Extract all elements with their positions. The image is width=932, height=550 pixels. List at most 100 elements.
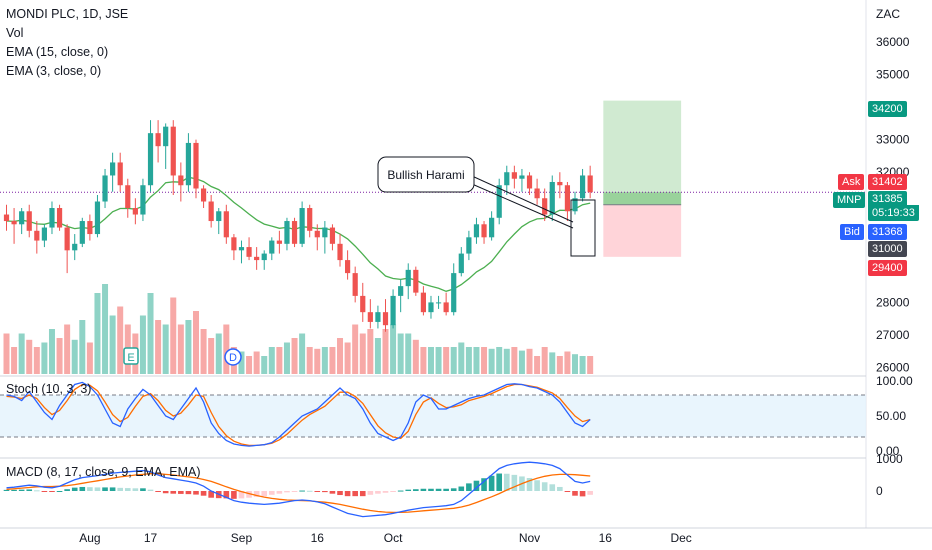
macd-histogram-bar <box>367 491 374 495</box>
macd-histogram-bar <box>18 489 25 491</box>
volume-bar <box>64 324 71 374</box>
candle-body <box>572 198 578 212</box>
macd-histogram-bar <box>344 491 351 497</box>
macd-histogram-bar <box>117 487 123 491</box>
price-tick-label: 36000 <box>876 35 910 49</box>
volume-bar <box>33 347 40 374</box>
macd-histogram-bar <box>428 488 434 491</box>
candle-body <box>413 269 419 293</box>
macd-histogram-bar <box>64 489 70 491</box>
macd-histogram-bar <box>458 486 465 491</box>
candle-body <box>170 126 176 176</box>
macd-histogram-bar <box>11 489 17 491</box>
macd-histogram-bar <box>71 487 78 491</box>
candle-body <box>587 175 593 193</box>
macd-histogram-bar <box>124 488 131 491</box>
volume-bar <box>367 329 374 374</box>
volume-bar <box>405 333 412 374</box>
macd-histogram-bar <box>337 491 343 496</box>
macd-histogram-bar <box>238 491 245 499</box>
macd-tick-label: 0 <box>876 484 883 498</box>
macd-histogram-bar <box>397 490 404 492</box>
chart-title[interactable]: MONDI PLC, 1D, JSE <box>6 7 129 21</box>
candle-body <box>223 211 229 238</box>
candle-body <box>307 208 313 231</box>
macd-histogram-bar <box>572 491 578 496</box>
macd-histogram-bar <box>208 491 214 498</box>
candle-body <box>526 175 533 189</box>
volume-bar <box>587 356 594 374</box>
volume-bar <box>314 348 321 374</box>
volume-bar <box>458 342 465 374</box>
volume-bar <box>299 333 306 374</box>
volume-bar <box>473 347 480 374</box>
candle-body <box>56 208 63 228</box>
macd-line <box>6 461 591 518</box>
earnings-marker <box>123 347 139 365</box>
volume-bar <box>185 320 192 374</box>
price-tick-label: 35000 <box>876 68 910 82</box>
volume-bar <box>94 293 101 374</box>
macd-histogram-bar <box>261 491 268 497</box>
macd-histogram-bar <box>413 489 419 491</box>
candle-body <box>216 211 222 222</box>
annotation-box <box>377 156 475 193</box>
macd-histogram-bar <box>231 491 237 499</box>
volume-bar <box>450 347 457 374</box>
candle-body <box>314 230 320 238</box>
volume-bar <box>223 324 230 374</box>
volume-bar <box>238 351 245 374</box>
candle-body <box>291 221 298 244</box>
volume-bar <box>283 342 290 374</box>
legend-ema15[interactable]: EMA (15, close, 0) <box>6 45 109 59</box>
macd-tick-label: 1000 <box>876 452 903 466</box>
candle-body <box>443 302 449 313</box>
macd-histogram-bar <box>299 490 305 492</box>
macd-histogram-bar <box>223 491 230 499</box>
time-tick-label: Sep <box>231 531 253 545</box>
time-tick-label: Oct <box>384 531 403 545</box>
candle-body <box>208 201 214 222</box>
candle-body <box>458 253 464 274</box>
volume-bar <box>564 351 571 374</box>
candle-body <box>489 217 495 238</box>
candle-body <box>102 175 108 202</box>
candle-body <box>87 221 93 235</box>
volume-bar <box>541 347 548 374</box>
macd-histogram-bar <box>390 491 396 492</box>
macd-histogram-bar <box>41 491 48 492</box>
volume-bar <box>268 347 275 374</box>
candle-body <box>163 126 169 147</box>
bid-price-tag: 31368 <box>868 224 907 240</box>
legend-volume[interactable]: Vol <box>6 26 24 40</box>
legend-macd[interactable]: MACD (8, 17, close, 9, EMA, EMA) <box>6 465 201 479</box>
volume-bar <box>359 333 366 374</box>
candle-body <box>299 208 305 244</box>
macd-histogram-bar <box>488 475 495 491</box>
macd-histogram-bar <box>534 480 540 491</box>
candle-body <box>337 243 343 261</box>
candle-body <box>405 269 411 287</box>
volume-bar <box>465 347 472 374</box>
ema15-line <box>6 176 591 292</box>
candle-body <box>125 185 131 209</box>
volume-bar <box>71 339 78 374</box>
candle-body <box>367 312 373 322</box>
stoch-d-line <box>6 383 591 447</box>
ask-price-tag: 31402 <box>868 174 907 190</box>
volume-bar <box>56 338 63 374</box>
macd-histogram-bar <box>140 488 146 491</box>
legend-stoch[interactable]: Stoch (10, 3, 3) <box>6 382 92 396</box>
candle-body <box>329 227 336 244</box>
macd-histogram-bar <box>314 491 321 492</box>
price-tick-label: 33000 <box>876 133 910 147</box>
volume-bar <box>48 329 55 374</box>
time-tick-label: Nov <box>519 531 540 545</box>
legend-ema3[interactable]: EMA (3, close, 0) <box>6 64 102 78</box>
macd-histogram-bar <box>352 491 358 497</box>
entry-price-tag: 31000 <box>868 241 907 257</box>
harami-box <box>570 199 596 257</box>
macd-histogram-bar <box>162 491 169 494</box>
volume-bar <box>579 356 586 374</box>
